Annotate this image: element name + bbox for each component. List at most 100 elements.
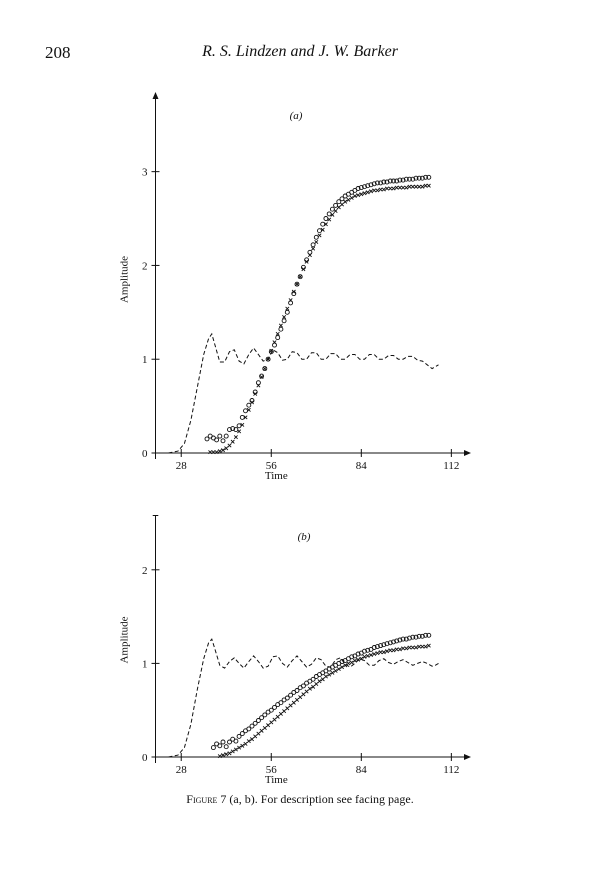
panel-b-cross-point [269, 720, 274, 725]
panel-b-circle-point [339, 659, 345, 664]
panel-a-cross-point [365, 190, 370, 195]
panel-a-cross-point [375, 188, 380, 193]
panel-b-circle-point [278, 700, 284, 706]
panel-a-circle-point [204, 436, 210, 442]
panel-a-cross-point [410, 184, 415, 189]
panel-b-cross-point [391, 648, 396, 653]
chart-panel-b: 28 56 84 112 0 1 2 Time Amplitude (b) [119, 515, 471, 786]
panel-a-cross-point [343, 199, 348, 204]
panel-a-y-tick-label: 1 [142, 354, 148, 366]
panel-b-cross-point [301, 692, 306, 697]
panel-a-circle-point [407, 176, 412, 182]
panel-a-circle-point [413, 175, 419, 181]
panel-a-x-axis-label: Time [265, 470, 288, 482]
panel-a-cross-point [372, 188, 377, 193]
panel-b-circle-point [419, 633, 425, 639]
panel-b-circle-point [246, 726, 252, 732]
panel-a-cross-point [246, 407, 251, 412]
panel-b-cross-point [278, 711, 283, 716]
panel-a-circle-point [336, 199, 342, 205]
panel-b-circle-point [365, 647, 371, 653]
panel-b-cross-point [294, 697, 300, 702]
panel-b-cross-point [333, 668, 338, 673]
panel-b-cross-point [349, 660, 354, 665]
panel-a-circle-point [262, 366, 268, 372]
panel-a-cross-point [426, 183, 431, 188]
panel-a-cross-point [217, 449, 222, 454]
panel-a-cross-point [278, 323, 283, 328]
panel-b-circle-point [387, 640, 393, 646]
panel-b-cross-point [317, 679, 322, 684]
panel-b-circle-point [252, 720, 258, 726]
panel-a-circle-point [362, 184, 367, 190]
panel-b-circle-point [262, 712, 268, 718]
panel-a-cross-point [368, 189, 374, 194]
panel-b-circle-point [397, 637, 403, 643]
panel-a-cross-point [237, 429, 242, 434]
panel-b-cross-point [336, 666, 341, 672]
panel-a-cross-point [294, 282, 300, 287]
panel-a-circle-point [313, 234, 319, 240]
panel-a-circle-point [268, 349, 274, 355]
panel-b-cross-point [320, 677, 325, 682]
panel-b-cross-point [413, 645, 419, 650]
panel-b-cross-point [220, 753, 226, 758]
panel-a-x-tick-label: 28 [176, 460, 188, 472]
panel-b-circle-point [217, 743, 223, 749]
panel-a-circle-point [391, 178, 396, 184]
panel-a-circle-point [230, 426, 236, 432]
panel-a-cross-point [359, 192, 364, 197]
panel-a-cross-point [256, 383, 261, 388]
panel-a-circle-point [307, 249, 313, 255]
panel-a-circle-point [355, 186, 361, 191]
panel-b-circle-point [300, 683, 306, 689]
panel-a-cross-point [407, 184, 412, 189]
panel-a-circle-point [394, 178, 400, 184]
panel-a-circle-point [368, 182, 374, 188]
panel-a-circle-point [297, 274, 303, 280]
panel-a-cross-point [320, 227, 325, 232]
panel-a-cross-point [227, 443, 232, 448]
panel-a-cross-point [211, 450, 216, 455]
panel-a-cross-point [272, 340, 277, 345]
panel-b-x-tick-label: 112 [443, 764, 459, 776]
panel-b-cross-point [253, 734, 258, 739]
panel-b-x-tick-label: 56 [266, 764, 278, 776]
panel-a-cross-point [275, 331, 280, 336]
panel-b-cross-point [426, 643, 431, 648]
panel-a-cross-point [413, 184, 419, 189]
panel-a-cross-point [262, 366, 267, 371]
panel-b-circle-point [210, 745, 216, 751]
panel-b-circle-point [407, 635, 412, 641]
panel-b-circle-point [391, 639, 396, 645]
panel-b-cross-point [311, 684, 316, 689]
panel-a-cross-point [220, 448, 226, 453]
panel-b-cross-point [259, 728, 264, 733]
panel-b-circle-point [400, 636, 406, 642]
panel-a-circle-point [220, 438, 226, 444]
panel-b-cross-point [384, 649, 390, 654]
panel-b-cross-point [410, 645, 415, 650]
panel-a-circle-point [339, 196, 345, 202]
panel-a-cross-point [304, 259, 309, 264]
panel-a-circle-point [378, 180, 384, 186]
panel-a-cross-point [301, 267, 306, 272]
panel-b-cross-point [423, 644, 428, 649]
panel-a-cross-point [291, 289, 296, 294]
panel-b-cross-point [246, 739, 251, 744]
panel-b-circle-point [259, 715, 265, 721]
panel-a-circle-point [326, 211, 332, 217]
panel-a-circle-point [294, 281, 300, 287]
panel-a-y-tick-label: 3 [142, 167, 148, 179]
panel-a-circle-point [329, 206, 335, 212]
panel-a-circle-point [403, 176, 409, 182]
panel-a-cross-point [349, 195, 354, 200]
panel-b-y-axis-label: Amplitude [119, 616, 131, 663]
panel-a-cross-point [330, 212, 335, 217]
panel-a-circle-point [246, 402, 252, 408]
panel-b-circle-point [310, 676, 316, 682]
panel-a-y-axis-label: Amplitude [119, 256, 131, 303]
panel-a-circle-point [259, 373, 265, 379]
panel-b-cross-point [381, 650, 386, 655]
panel-b-cross-point [266, 723, 271, 728]
